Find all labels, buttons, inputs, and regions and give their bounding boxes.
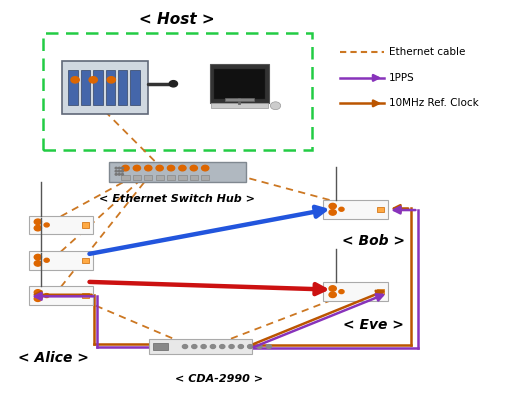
Bar: [82, 258, 89, 263]
Circle shape: [201, 344, 206, 348]
Circle shape: [71, 77, 79, 83]
Text: 1PPS: 1PPS: [389, 73, 415, 83]
Circle shape: [248, 344, 253, 348]
Bar: [29, 251, 93, 270]
Circle shape: [34, 261, 42, 266]
Circle shape: [190, 166, 198, 171]
Circle shape: [44, 258, 49, 262]
Text: 10MHz Ref. Clock: 10MHz Ref. Clock: [389, 98, 479, 108]
Bar: [133, 175, 141, 180]
Bar: [121, 175, 129, 180]
Bar: [106, 70, 115, 105]
Circle shape: [118, 170, 120, 172]
Circle shape: [118, 167, 120, 169]
Bar: [81, 70, 90, 105]
Bar: [190, 175, 198, 180]
Bar: [323, 282, 388, 301]
Bar: [376, 289, 384, 294]
Circle shape: [329, 203, 336, 209]
Bar: [323, 200, 388, 219]
Text: < Ethernet Switch Hub >: < Ethernet Switch Hub >: [99, 194, 255, 205]
Circle shape: [44, 223, 49, 227]
Bar: [62, 61, 148, 114]
Circle shape: [329, 286, 336, 291]
Circle shape: [115, 173, 117, 175]
Circle shape: [34, 219, 42, 225]
Bar: [376, 207, 384, 212]
Circle shape: [118, 173, 120, 175]
Circle shape: [266, 344, 271, 348]
Circle shape: [34, 296, 42, 301]
Text: < Host >: < Host >: [139, 11, 215, 26]
Circle shape: [121, 170, 123, 172]
Circle shape: [145, 166, 152, 171]
Circle shape: [169, 81, 177, 87]
Bar: [144, 175, 152, 180]
Circle shape: [121, 173, 123, 175]
Circle shape: [329, 210, 336, 215]
Bar: [167, 175, 175, 180]
Circle shape: [219, 344, 225, 348]
Circle shape: [156, 166, 163, 171]
Circle shape: [211, 344, 215, 348]
Bar: [201, 175, 210, 180]
Circle shape: [121, 167, 123, 169]
Circle shape: [270, 102, 281, 110]
Circle shape: [133, 166, 140, 171]
Circle shape: [339, 207, 344, 211]
Bar: [82, 293, 89, 298]
Bar: [131, 70, 140, 105]
Bar: [153, 342, 168, 350]
Bar: [149, 339, 252, 354]
Text: < CDA-2990 >: < CDA-2990 >: [175, 374, 263, 384]
Text: < Alice >: < Alice >: [18, 351, 88, 365]
Bar: [109, 162, 246, 182]
Circle shape: [115, 170, 117, 172]
Circle shape: [34, 290, 42, 295]
Circle shape: [183, 344, 188, 348]
Circle shape: [167, 166, 175, 171]
Bar: [82, 222, 89, 228]
Bar: [155, 175, 164, 180]
Bar: [211, 103, 268, 108]
Bar: [214, 69, 265, 100]
Circle shape: [329, 292, 336, 297]
Bar: [68, 70, 77, 105]
Bar: [210, 64, 269, 103]
Bar: [29, 216, 93, 234]
Circle shape: [115, 167, 117, 169]
Text: < Bob >: < Bob >: [342, 234, 405, 248]
Circle shape: [229, 344, 234, 348]
Circle shape: [339, 290, 344, 293]
Circle shape: [238, 344, 243, 348]
Bar: [93, 70, 102, 105]
Circle shape: [179, 166, 186, 171]
Bar: [178, 175, 187, 180]
Circle shape: [34, 254, 42, 260]
Circle shape: [257, 344, 262, 348]
Circle shape: [122, 166, 129, 171]
Circle shape: [34, 226, 42, 231]
Circle shape: [202, 166, 209, 171]
Circle shape: [107, 77, 115, 83]
Circle shape: [192, 344, 197, 348]
Circle shape: [44, 293, 49, 297]
Text: < Eve >: < Eve >: [343, 318, 404, 332]
Bar: [118, 70, 127, 105]
Text: Ethernet cable: Ethernet cable: [389, 47, 466, 57]
Bar: [225, 98, 254, 102]
Circle shape: [89, 77, 97, 83]
Bar: [29, 286, 93, 305]
